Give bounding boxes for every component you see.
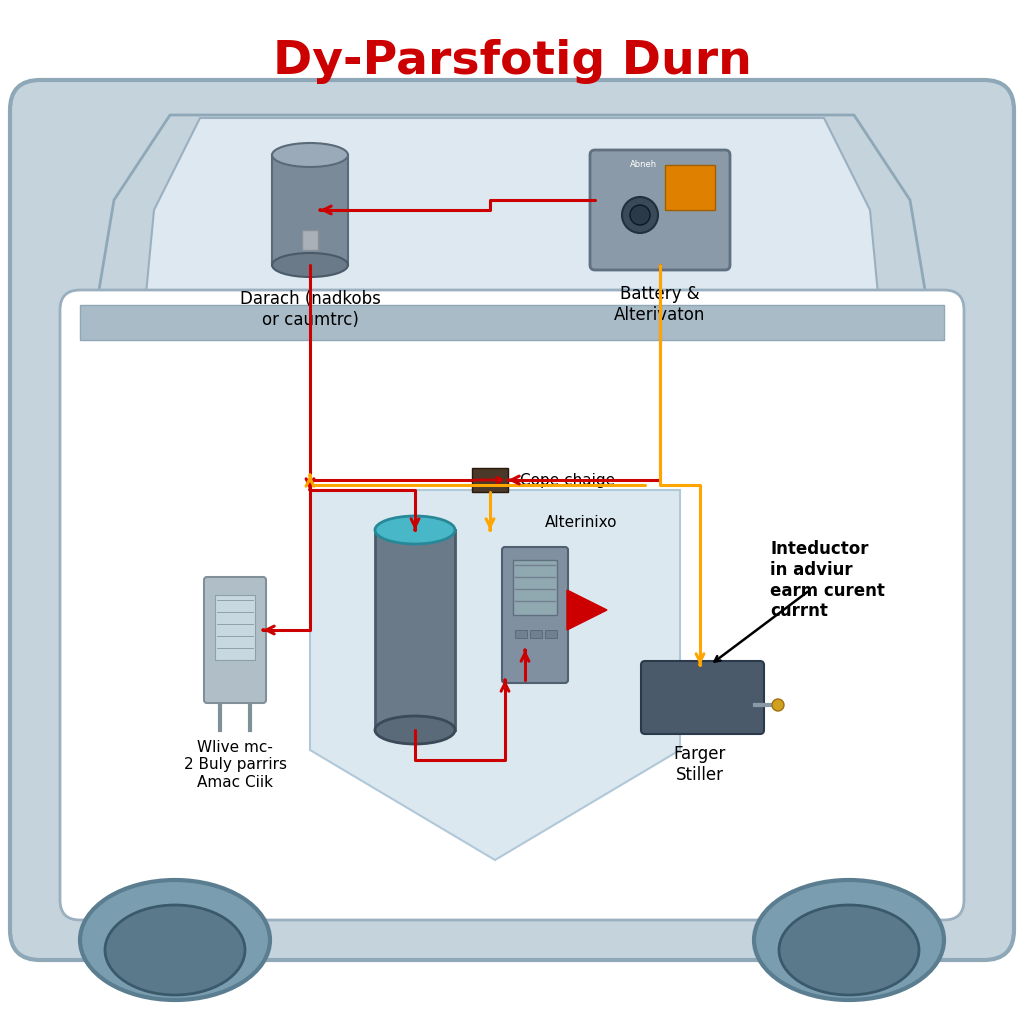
Ellipse shape [375, 516, 455, 544]
FancyBboxPatch shape [10, 80, 1014, 961]
Bar [215, 595, 255, 660]
Bar [302, 230, 318, 250]
Ellipse shape [105, 905, 245, 995]
Ellipse shape [754, 880, 944, 1000]
Text: Battery &
Alterivaton: Battery & Alterivaton [614, 285, 706, 324]
Ellipse shape [779, 905, 919, 995]
FancyBboxPatch shape [60, 290, 964, 920]
Polygon shape [310, 490, 680, 860]
Text: Inteductor
in adviur
earm curent
currnt: Inteductor in adviur earm curent currnt [770, 540, 885, 621]
Ellipse shape [272, 143, 348, 167]
Ellipse shape [375, 716, 455, 744]
Text: Alterinixo: Alterinixo [545, 515, 617, 530]
Text: Farger
Stiller: Farger Stiller [674, 745, 726, 783]
FancyBboxPatch shape [590, 150, 730, 270]
Polygon shape [567, 590, 607, 630]
Bar [515, 630, 527, 638]
Bar [665, 165, 715, 210]
FancyBboxPatch shape [204, 577, 266, 703]
Text: Abneh: Abneh [630, 160, 657, 169]
Text: Wlive mc-
2 Buly parrirs
Amac Ciik: Wlive mc- 2 Buly parrirs Amac Ciik [183, 740, 287, 790]
FancyBboxPatch shape [502, 547, 568, 683]
Ellipse shape [272, 253, 348, 278]
Bar [530, 630, 542, 638]
Bar [80, 305, 944, 340]
Bar [272, 155, 348, 265]
FancyBboxPatch shape [641, 662, 764, 734]
Circle shape [630, 205, 650, 225]
Bar [513, 560, 557, 615]
Circle shape [622, 197, 658, 233]
Text: Cope chaige: Cope chaige [520, 472, 615, 487]
Text: Dy-Parsfotig Durn: Dy-Parsfotig Durn [272, 40, 752, 85]
Polygon shape [144, 118, 880, 315]
Bar [375, 530, 455, 730]
Bar [545, 630, 557, 638]
Text: Darach (nadkobs
or caumtrc): Darach (nadkobs or caumtrc) [240, 290, 381, 329]
Bar [472, 468, 508, 492]
Ellipse shape [80, 880, 270, 1000]
Polygon shape [94, 115, 930, 319]
Circle shape [772, 699, 784, 711]
